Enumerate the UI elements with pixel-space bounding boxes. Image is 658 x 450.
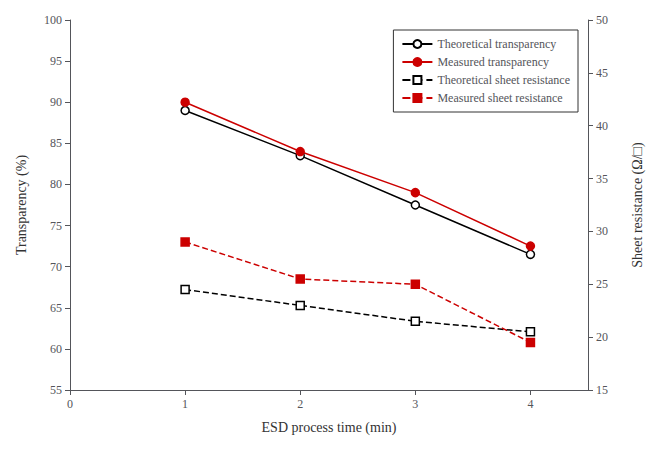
svg-text:80: 80 [50,177,62,191]
svg-text:35: 35 [596,172,608,186]
svg-text:15: 15 [596,383,608,397]
svg-text:2: 2 [297,397,303,411]
svg-text:55: 55 [50,383,62,397]
svg-text:85: 85 [50,136,62,150]
svg-text:Measured transparency: Measured transparency [437,55,549,69]
svg-text:95: 95 [50,54,62,68]
svg-text:Measured sheet resistance: Measured sheet resistance [437,91,562,105]
svg-text:70: 70 [50,260,62,274]
svg-text:3: 3 [412,397,418,411]
svg-text:30: 30 [596,224,608,238]
svg-text:75: 75 [50,219,62,233]
svg-text:60: 60 [50,342,62,356]
svg-text:Theoretical transparency: Theoretical transparency [437,37,556,51]
svg-text:4: 4 [527,397,533,411]
svg-text:20: 20 [596,330,608,344]
svg-text:0: 0 [67,397,73,411]
svg-text:100: 100 [44,13,62,27]
svg-text:Transparency (%): Transparency (%) [14,155,30,256]
svg-text:Sheet resistance (Ω/□): Sheet resistance (Ω/□) [630,142,646,268]
svg-text:50: 50 [596,13,608,27]
svg-text:1: 1 [182,397,188,411]
svg-text:ESD process time (min): ESD process time (min) [262,420,397,436]
svg-text:25: 25 [596,277,608,291]
svg-text:45: 45 [596,66,608,80]
svg-text:90: 90 [50,95,62,109]
svg-text:Theoretical sheet resistance: Theoretical sheet resistance [437,73,570,87]
svg-text:40: 40 [596,119,608,133]
svg-text:65: 65 [50,301,62,315]
